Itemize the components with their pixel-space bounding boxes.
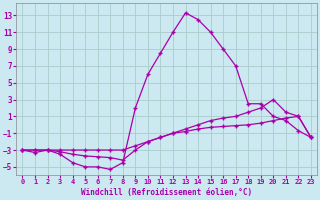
X-axis label: Windchill (Refroidissement éolien,°C): Windchill (Refroidissement éolien,°C) bbox=[81, 188, 252, 197]
